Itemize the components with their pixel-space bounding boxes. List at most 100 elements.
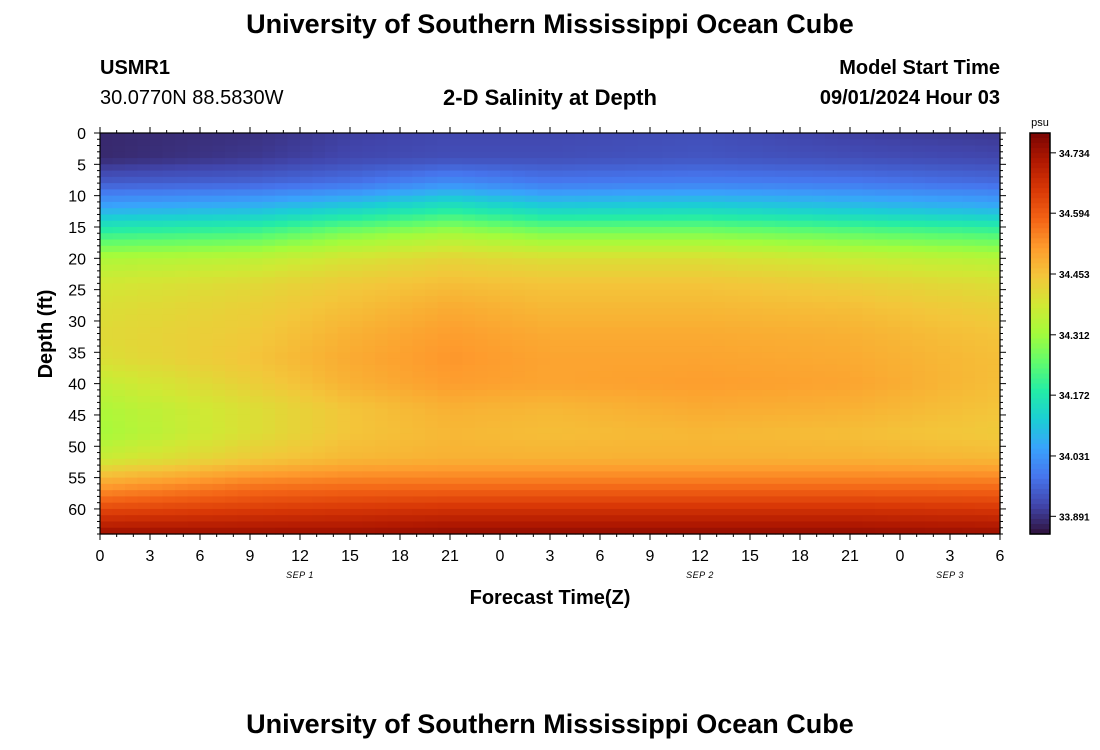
heatmap-cell xyxy=(900,383,914,391)
heatmap-cell xyxy=(975,258,989,266)
heatmap-cell xyxy=(500,176,514,184)
heatmap-cell xyxy=(125,283,139,291)
heatmap-cell xyxy=(687,201,701,209)
heatmap-cell xyxy=(562,277,576,284)
colorbar-segment xyxy=(1030,423,1050,430)
heatmap-cell xyxy=(337,339,351,347)
heatmap-cell xyxy=(325,352,339,360)
heatmap-cell xyxy=(450,490,464,498)
heatmap-cell xyxy=(300,371,314,378)
heatmap-cell xyxy=(250,320,264,328)
heatmap-cell xyxy=(825,483,839,491)
heatmap-cell xyxy=(125,170,139,178)
heatmap-cell xyxy=(375,508,389,516)
heatmap-cell xyxy=(900,258,914,266)
heatmap-cell xyxy=(962,452,976,460)
heatmap-cell xyxy=(950,170,964,178)
heatmap-cell xyxy=(937,283,951,291)
heatmap-cell xyxy=(812,502,826,510)
heatmap-cell xyxy=(875,314,889,322)
heatmap-cell xyxy=(425,270,439,278)
heatmap-cell xyxy=(962,226,976,234)
heatmap-cell xyxy=(712,252,726,259)
heatmap-cell xyxy=(275,483,289,491)
x-tick-label: 6 xyxy=(196,548,205,565)
heatmap-cell xyxy=(125,327,139,335)
heatmap-cell xyxy=(737,170,751,178)
heatmap-cell xyxy=(825,440,839,447)
heatmap-cell xyxy=(625,483,639,491)
heatmap-cell xyxy=(775,170,789,178)
heatmap-cell xyxy=(475,145,489,153)
heatmap-cell xyxy=(775,289,789,297)
heatmap-cell xyxy=(925,314,939,322)
heatmap-cell xyxy=(862,383,876,391)
heatmap-cell xyxy=(600,195,614,203)
heatmap-cell xyxy=(250,145,264,153)
heatmap-cell xyxy=(762,377,776,385)
heatmap-cell xyxy=(275,421,289,429)
heatmap-cell xyxy=(250,195,264,203)
heatmap-cell xyxy=(587,396,601,404)
heatmap-cell xyxy=(175,465,189,472)
heatmap-cell xyxy=(662,352,676,360)
heatmap-cell xyxy=(837,201,851,209)
heatmap-cell xyxy=(825,452,839,460)
heatmap-cell xyxy=(862,371,876,378)
heatmap-cell xyxy=(900,208,914,216)
colorbar-segment xyxy=(1030,478,1050,485)
heatmap-cell xyxy=(800,245,814,253)
heatmap-cell xyxy=(287,490,301,498)
heatmap-cell xyxy=(987,496,1001,504)
heatmap-cell xyxy=(487,170,501,178)
heatmap-cell xyxy=(875,233,889,241)
heatmap-cell xyxy=(150,502,164,510)
heatmap-cell xyxy=(437,483,451,491)
heatmap-cell xyxy=(612,308,626,316)
heatmap-cell xyxy=(562,352,576,360)
heatmap-cell xyxy=(350,477,364,485)
heatmap-cell xyxy=(200,465,214,472)
heatmap-cell xyxy=(625,433,639,441)
heatmap-cell xyxy=(225,270,239,278)
heatmap-cell xyxy=(737,452,751,460)
heatmap-cell xyxy=(262,352,276,360)
heatmap-cell xyxy=(775,364,789,372)
heatmap-cell xyxy=(237,483,251,491)
x-tick-label: 3 xyxy=(146,548,155,565)
heatmap-cell xyxy=(312,164,326,172)
heatmap-cell xyxy=(387,264,401,272)
heatmap-cell xyxy=(250,483,264,491)
colorbar-segment xyxy=(1030,133,1050,139)
heatmap-cell xyxy=(812,483,826,491)
heatmap-cell xyxy=(537,477,551,485)
heatmap-cell xyxy=(625,396,639,404)
heatmap-cell xyxy=(900,189,914,197)
heatmap-cell xyxy=(525,327,539,335)
heatmap-cell xyxy=(525,195,539,203)
heatmap-cell xyxy=(900,302,914,310)
heatmap-cell xyxy=(875,508,889,516)
heatmap-cell xyxy=(200,458,214,466)
heatmap-cell xyxy=(412,133,426,140)
heatmap-cell xyxy=(412,508,426,516)
heatmap-cell xyxy=(162,364,176,372)
heatmap-cell xyxy=(550,283,564,291)
heatmap-cell xyxy=(825,414,839,422)
heatmap-cell xyxy=(462,139,476,147)
heatmap-cell xyxy=(162,377,176,385)
colorbar-segment xyxy=(1030,188,1050,194)
heatmap-cell xyxy=(137,208,151,216)
heatmap-cell xyxy=(400,145,414,153)
heatmap-cell xyxy=(962,352,976,360)
heatmap-cell xyxy=(887,239,901,247)
heatmap-cell xyxy=(487,483,501,491)
heatmap-cell xyxy=(850,277,864,284)
heatmap-cell xyxy=(687,458,701,466)
heatmap-cell xyxy=(837,383,851,391)
heatmap-cell xyxy=(712,440,726,447)
heatmap-cell xyxy=(712,214,726,222)
heatmap-cell xyxy=(162,508,176,516)
heatmap-cell xyxy=(725,208,739,216)
heatmap-cell xyxy=(687,414,701,422)
